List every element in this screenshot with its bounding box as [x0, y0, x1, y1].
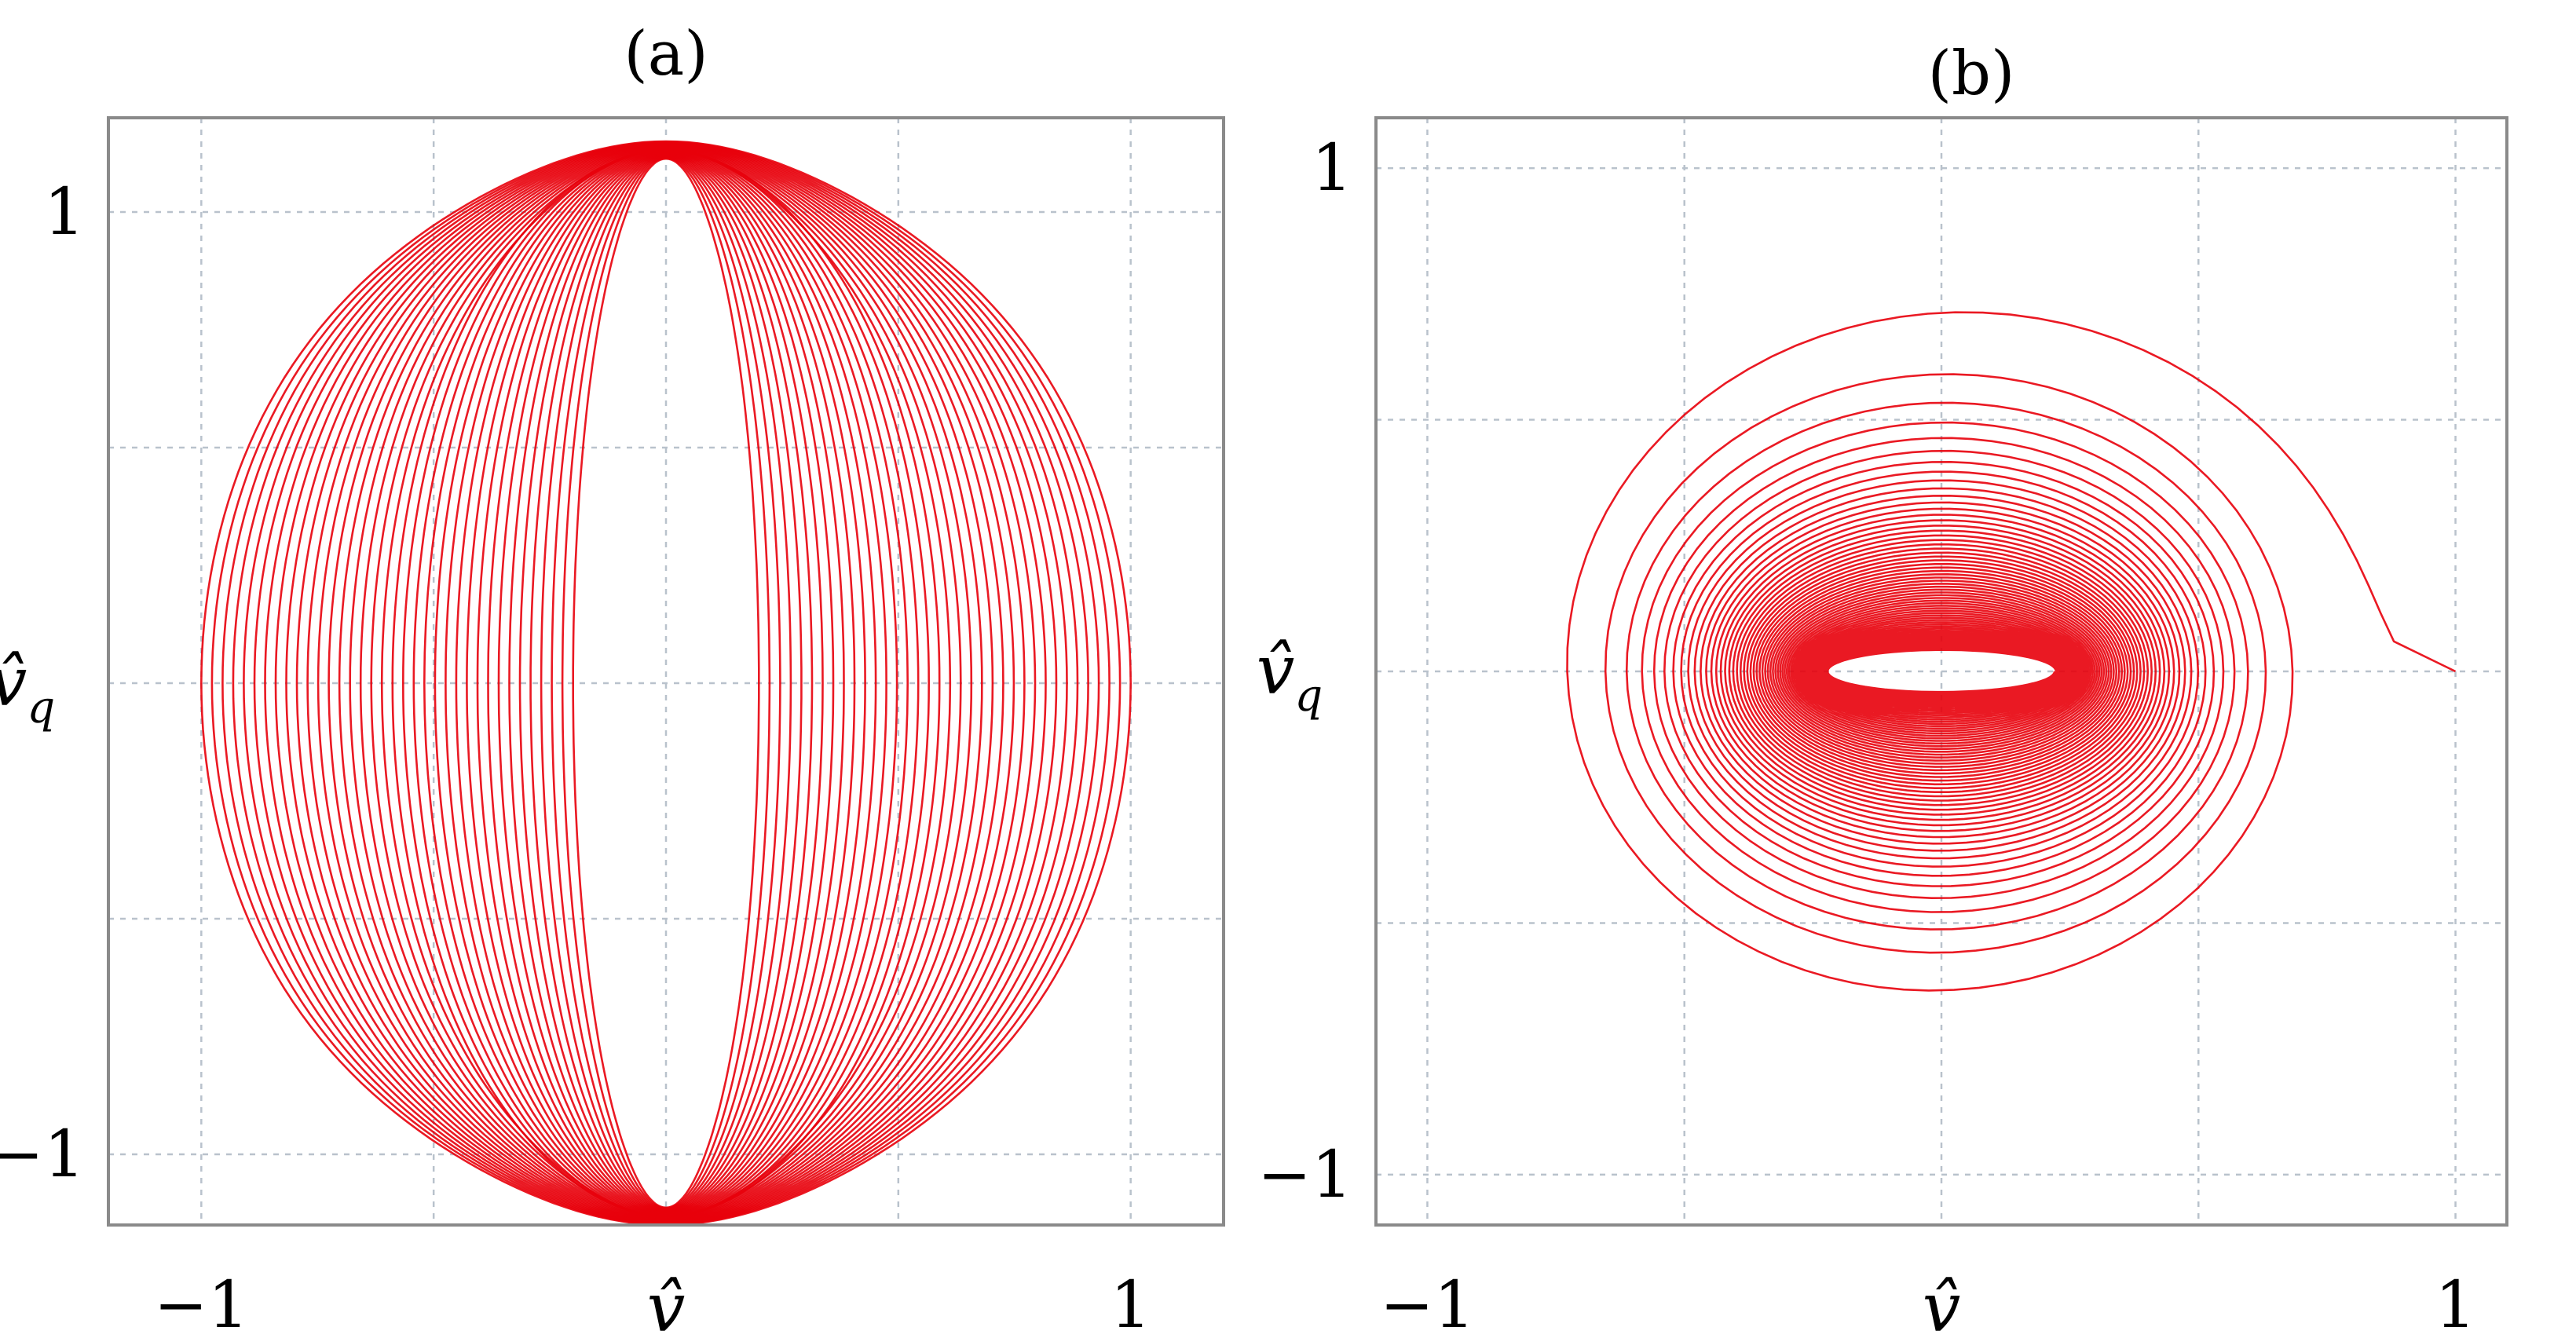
trajectory-loop: [243, 142, 1089, 1224]
x-tick-label: 1: [2435, 1268, 2475, 1331]
plot-frame: [1374, 116, 2508, 1227]
trajectory-loop: [434, 151, 898, 1216]
trajectory-loop: [306, 144, 1026, 1222]
y-tick-label: 1: [44, 175, 85, 250]
trajectory-loop: [561, 157, 771, 1209]
x-tick-label: −1: [154, 1268, 249, 1331]
y-tick-label: −1: [1257, 1138, 1352, 1212]
x-tick-label: −1: [1380, 1268, 1475, 1331]
trajectory-loop: [455, 152, 877, 1215]
trajectory-loop: [338, 146, 994, 1220]
trajectory-loop: [264, 143, 1068, 1223]
panel-a: (a)−11−11v̂v̂q: [0, 19, 1225, 1331]
trajectory-loop: [380, 148, 952, 1218]
trajectory-loop: [401, 149, 930, 1217]
trajectory-loop: [210, 141, 1122, 1226]
grid: [1376, 118, 2507, 1225]
trajectory-loop: [412, 150, 920, 1216]
trajectory-loop: [487, 153, 845, 1213]
trajectory-spiral: [1566, 311, 2457, 992]
x-axis-label: v̂: [1923, 1269, 1961, 1331]
trajectory-loop: [349, 147, 983, 1219]
panel-b: (b)−1 1−11v̂v̂q: [1257, 38, 2508, 1331]
y-tick-label: 1: [1312, 131, 1352, 206]
trajectory-loop: [327, 146, 1004, 1220]
x-axis-label: v̂: [647, 1269, 686, 1331]
trajectory-loop: [253, 142, 1079, 1224]
y-axis-label-base: v̂: [0, 643, 27, 722]
trajectory-loop: [359, 148, 973, 1219]
trajectory-loop: [529, 155, 803, 1211]
trajectory-loop: [285, 144, 1047, 1223]
trajectory-loop: [370, 148, 962, 1219]
trajectory-loop: [445, 152, 887, 1215]
trajectory-loop: [572, 157, 760, 1209]
panel-title: (a): [624, 19, 708, 90]
trajectory-loop: [518, 155, 814, 1212]
trajectory-loop: [199, 140, 1132, 1227]
trajectory-loop: [476, 153, 856, 1213]
y-axis-label-subscript: q: [27, 682, 55, 733]
trajectory-loop: [317, 145, 1015, 1221]
trajectory-loop: [540, 155, 792, 1211]
trajectory: [1566, 311, 2457, 992]
y-tick-label: −1: [0, 1117, 85, 1192]
y-axis-label: v̂q: [0, 643, 55, 733]
y-axis-label: v̂q: [1257, 631, 1323, 722]
panel-title: (b): [1928, 38, 2015, 109]
trajectory-loop: [232, 141, 1100, 1225]
trajectory-loop: [295, 144, 1037, 1222]
trajectory-loop: [466, 152, 866, 1214]
y-axis-label-subscript: q: [1294, 671, 1323, 722]
trajectory-loop: [423, 150, 909, 1216]
trajectory-loop: [497, 154, 835, 1212]
trajectory-loop: [551, 156, 781, 1210]
trajectory-loop: [221, 141, 1111, 1226]
x-tick-label: 1: [1111, 1268, 1151, 1331]
y-axis-label-base: v̂: [1257, 631, 1295, 710]
trajectory-loop: [274, 144, 1058, 1223]
trajectory-loop: [508, 154, 824, 1212]
trajectory: [199, 140, 1132, 1227]
plot-frame: [107, 116, 1225, 1227]
